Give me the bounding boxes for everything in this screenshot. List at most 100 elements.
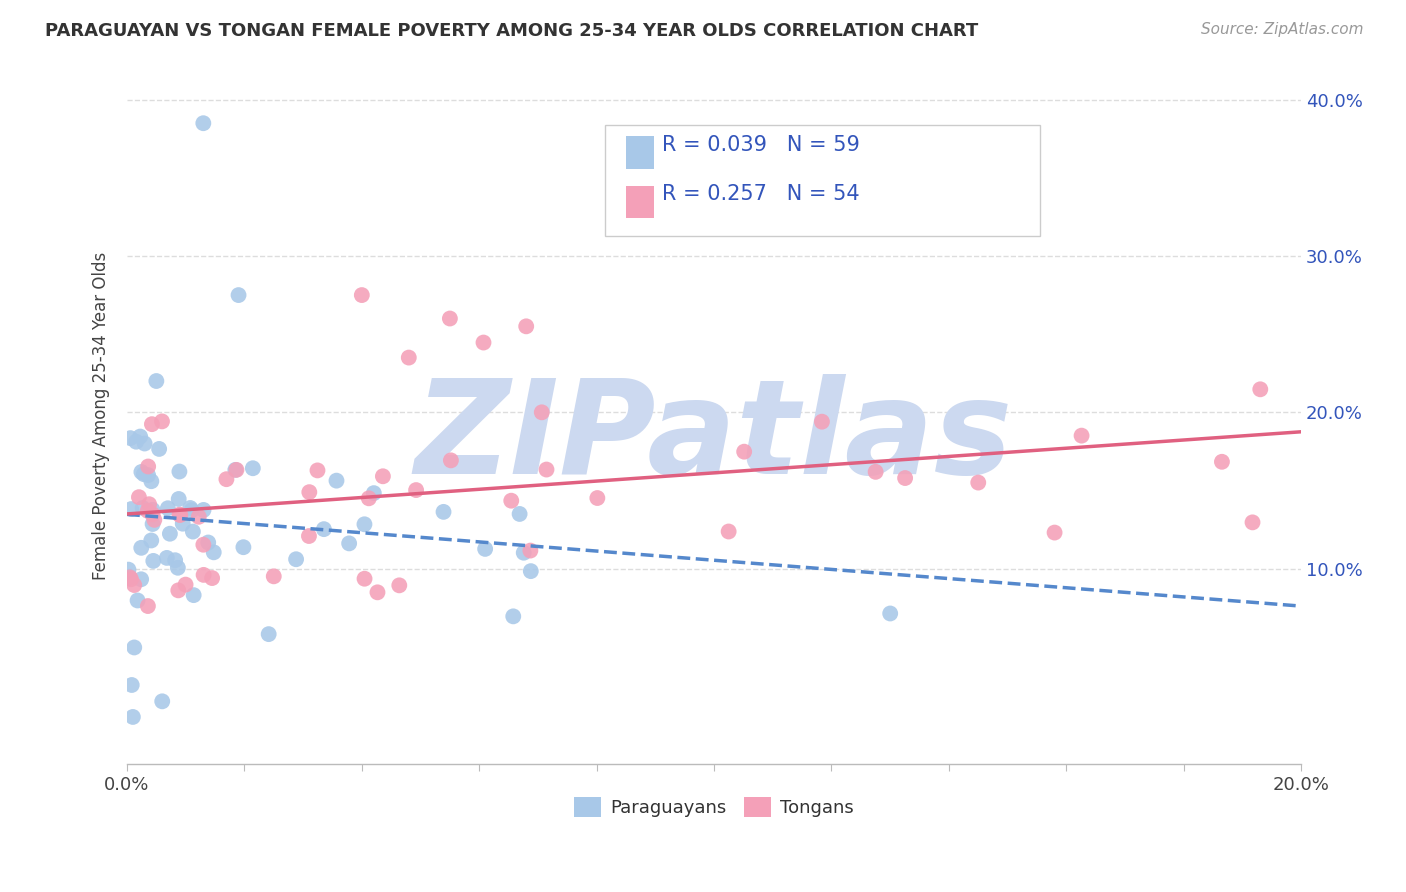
Point [129,541,152,555]
Point [150,694,173,708]
Point [141,533,163,548]
Point [183,588,205,602]
Point [179,501,201,516]
Point [371,469,394,483]
Point [474,541,496,556]
Point [132,467,155,482]
Point [350,288,373,302]
Point [337,536,360,550]
Point [307,463,329,477]
Point [118,570,141,584]
Point [398,351,420,365]
Point [472,335,495,350]
Point [167,560,190,574]
Point [156,550,179,565]
Point [366,585,388,599]
Point [1249,382,1271,396]
Text: PARAGUAYAN VS TONGAN FEMALE POVERTY AMONG 25-34 YEAR OLDS CORRELATION CHART: PARAGUAYAN VS TONGAN FEMALE POVERTY AMON… [45,22,979,40]
Point [148,442,170,456]
Point [121,678,143,692]
Point [181,524,204,539]
Point [285,552,308,566]
Point [131,465,153,479]
Point [312,522,335,536]
Point [894,471,917,485]
Point [1070,428,1092,442]
Point [536,462,558,476]
Point [131,500,153,515]
Point [197,535,219,549]
Point [172,516,194,531]
Point [967,475,990,490]
Point [136,459,159,474]
Point [502,609,524,624]
Point [169,465,191,479]
Point [142,516,165,531]
Point [1043,525,1066,540]
Point [128,490,150,504]
Point [509,507,531,521]
Point [520,564,543,578]
Point [363,486,385,500]
Point [142,554,165,568]
Point [865,465,887,479]
Point [129,429,152,443]
Point [142,503,165,517]
Point [298,485,321,500]
Point [440,453,463,467]
Point [125,434,148,449]
Point [586,491,609,505]
Point [120,502,142,516]
Point [202,545,225,559]
Point [180,503,202,517]
Point [201,571,224,585]
Point [298,529,321,543]
Point [1241,516,1264,530]
Point [141,474,163,488]
Point [432,505,454,519]
Legend: Paraguayans, Tongans: Paraguayans, Tongans [567,790,862,824]
Point [136,599,159,613]
Point [136,504,159,518]
Point [717,524,740,539]
Point [136,468,159,483]
Point [145,374,167,388]
Point [232,540,254,554]
Point [122,640,145,655]
Point [388,578,411,592]
Point [122,578,145,592]
Point [353,572,375,586]
Point [122,710,145,724]
Point [165,553,187,567]
Point [357,491,380,506]
Point [167,491,190,506]
Point [193,567,215,582]
Y-axis label: Female Poverty Among 25-34 Year Olds: Female Poverty Among 25-34 Year Olds [93,252,110,581]
Point [156,501,179,516]
Point [169,508,191,522]
Point [187,509,209,524]
Point [143,513,166,527]
Text: R = 0.257   N = 54: R = 0.257 N = 54 [662,184,860,203]
Point [193,503,215,517]
Point [117,563,139,577]
Point [530,405,553,419]
Point [325,474,347,488]
Point [193,116,215,130]
Point [519,543,541,558]
Point [127,593,149,607]
Point [129,572,152,586]
Text: ZIPatlas: ZIPatlas [415,374,1014,500]
Point [439,311,461,326]
Point [193,538,215,552]
Point [879,607,901,621]
Point [150,414,173,428]
Point [242,461,264,475]
Point [169,508,191,522]
Point [224,463,246,477]
Point [257,627,280,641]
Point [405,483,427,497]
Point [501,493,523,508]
Point [174,577,197,591]
Text: R = 0.039   N = 59: R = 0.039 N = 59 [662,135,860,154]
